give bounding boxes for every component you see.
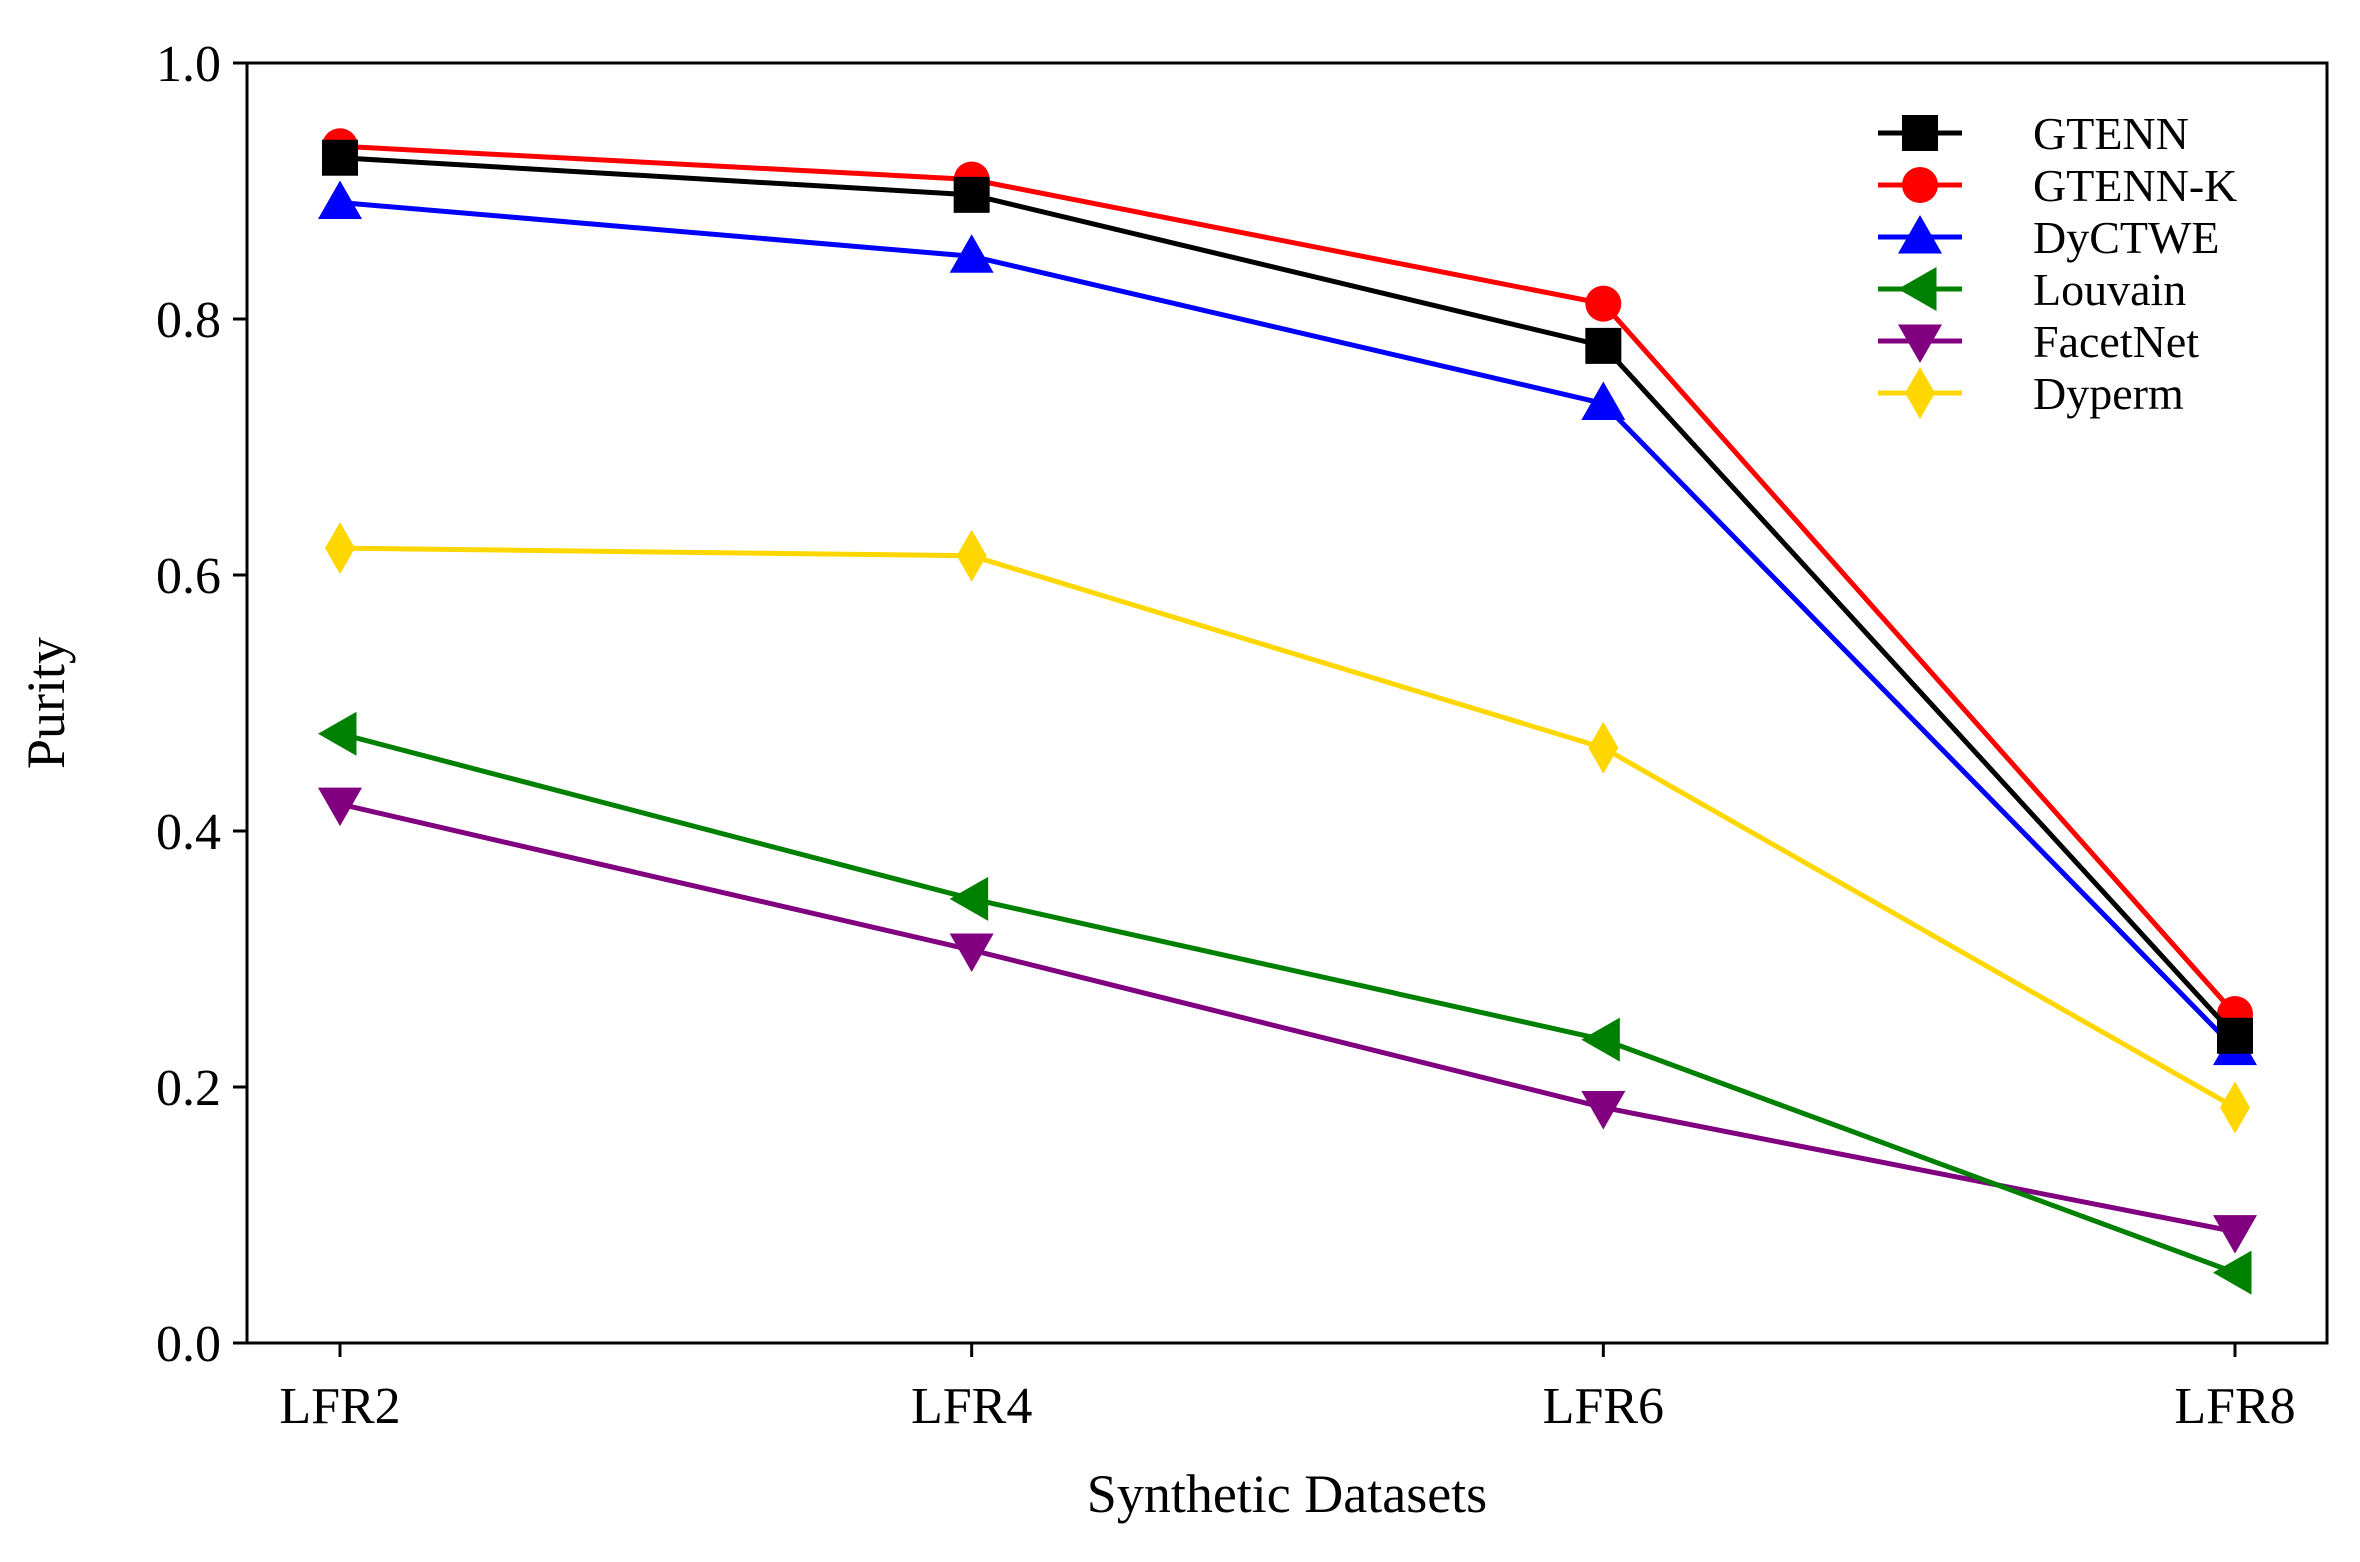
series-louvain — [318, 711, 2252, 1295]
data-point-gtenn — [953, 176, 990, 213]
series-line-dyctwe — [339, 200, 2237, 1051]
series-line-louvain — [339, 731, 2236, 1275]
data-point-dyperm — [325, 522, 355, 575]
legend-marker-gtenn — [1902, 115, 1938, 151]
x-axis-title: Synthetic Datasets — [1087, 1464, 1487, 1524]
data-point-facetnet — [2213, 1215, 2257, 1254]
y-tick-label: 0.6 — [156, 548, 221, 605]
legend-item-gtenn: GTENN — [1878, 108, 2189, 159]
legend-marker-facetnet — [1898, 324, 1942, 363]
legend-item-dyperm: Dyperm — [1878, 367, 2184, 419]
x-axis: LFR2 LFR4 LFR6 LFR8 — [279, 1343, 2296, 1435]
series-layer — [318, 128, 2257, 1295]
y-tick-label: 1.0 — [156, 36, 221, 93]
x-tick-label: LFR8 — [2174, 1378, 2295, 1435]
data-point-louvain — [2213, 1250, 2252, 1295]
data-point-facetnet — [949, 933, 994, 973]
series-line-dyperm — [339, 545, 2237, 1110]
x-tick-label: LFR6 — [1543, 1378, 1664, 1435]
data-point-louvain — [318, 711, 357, 756]
data-point-facetnet — [1581, 1090, 1626, 1130]
y-axis: 0.0 0.2 0.4 0.6 0.8 1.0 — [156, 36, 247, 1373]
data-point-gtenn — [322, 139, 358, 176]
y-tick-label: 0.0 — [156, 1316, 221, 1373]
data-point-dyctwe — [949, 234, 994, 273]
data-point-dyctwe — [1581, 381, 1626, 420]
data-point-dyperm — [956, 529, 987, 582]
series-line-gtenn-k — [339, 143, 2237, 1016]
data-point-gtenn — [1585, 327, 1622, 364]
data-point-facetnet — [318, 787, 362, 827]
legend-label: GTENN — [2033, 108, 2189, 159]
data-point-dyctwe — [318, 180, 362, 220]
legend-label: Dyperm — [2033, 368, 2184, 419]
series-gtenn — [322, 139, 2253, 1054]
data-point-louvain — [949, 876, 989, 921]
series-line-gtenn — [339, 155, 2237, 1038]
legend-label: DyCTWE — [2033, 212, 2220, 263]
legend-item-gtenn-k: GTENN-K — [1878, 160, 2237, 211]
y-tick-label: 0.8 — [156, 292, 221, 349]
legend-marker-dyperm — [1905, 367, 1935, 419]
legend-item-facetnet: FacetNet — [1878, 316, 2199, 367]
legend-marker-gtenn-k — [1902, 167, 1938, 203]
legend-marker-dyctwe — [1898, 215, 1942, 254]
data-point-gtenn — [2217, 1017, 2253, 1054]
series-facetnet — [318, 787, 2257, 1254]
data-point-louvain — [1581, 1017, 1620, 1062]
x-tick-label: LFR2 — [279, 1378, 400, 1435]
legend-marker-louvain — [1898, 267, 1937, 311]
y-tick-label: 0.4 — [156, 804, 221, 861]
x-tick-label: LFR4 — [911, 1378, 1032, 1435]
legend-label: FacetNet — [2033, 316, 2199, 367]
legend-label: GTENN-K — [2033, 160, 2237, 211]
series-line-facetnet — [339, 801, 2236, 1235]
data-point-dyperm — [2220, 1081, 2250, 1134]
plot-frame — [245, 61, 2329, 1345]
y-axis-title: Purity — [16, 637, 76, 769]
y-tick-label: 0.2 — [156, 1060, 221, 1117]
legend-item-dyctwe: DyCTWE — [1878, 212, 2220, 263]
legend-label: Louvain — [2033, 264, 2186, 315]
data-point-dyperm — [1588, 721, 1619, 774]
legend-item-louvain: Louvain — [1878, 264, 2186, 315]
series-dyperm — [325, 522, 2250, 1134]
data-point-gtenn-k — [1585, 285, 1622, 322]
